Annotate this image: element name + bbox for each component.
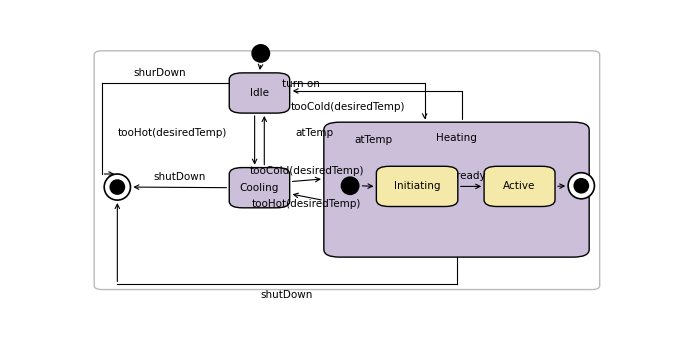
Text: shurDown: shurDown [133,67,186,78]
Text: tooCold(desiredTemp): tooCold(desiredTemp) [250,166,364,176]
Text: tooHot(desiredTemp): tooHot(desiredTemp) [252,199,361,209]
Text: Idle: Idle [250,88,269,98]
Text: ready: ready [456,171,485,181]
FancyBboxPatch shape [484,166,555,207]
Ellipse shape [104,174,130,200]
Text: turn on: turn on [282,79,319,89]
FancyBboxPatch shape [94,51,600,289]
Ellipse shape [574,178,589,193]
Text: shutDown: shutDown [154,172,206,182]
Ellipse shape [109,179,125,195]
Text: tooCold(desiredTemp): tooCold(desiredTemp) [290,102,405,112]
FancyBboxPatch shape [229,167,290,208]
Ellipse shape [568,173,595,199]
Text: atTemp: atTemp [355,135,393,145]
Text: shutDown: shutDown [261,290,313,300]
Text: Initiating: Initiating [394,181,440,191]
FancyBboxPatch shape [376,166,458,207]
Text: Cooling: Cooling [240,183,279,193]
Text: atTemp: atTemp [295,128,333,137]
Ellipse shape [340,176,359,195]
Text: Heating: Heating [436,132,477,143]
Text: Active: Active [503,181,536,191]
FancyBboxPatch shape [324,122,589,257]
Text: tooHot(desiredTemp): tooHot(desiredTemp) [117,128,226,137]
Ellipse shape [252,44,271,63]
FancyBboxPatch shape [229,73,290,113]
